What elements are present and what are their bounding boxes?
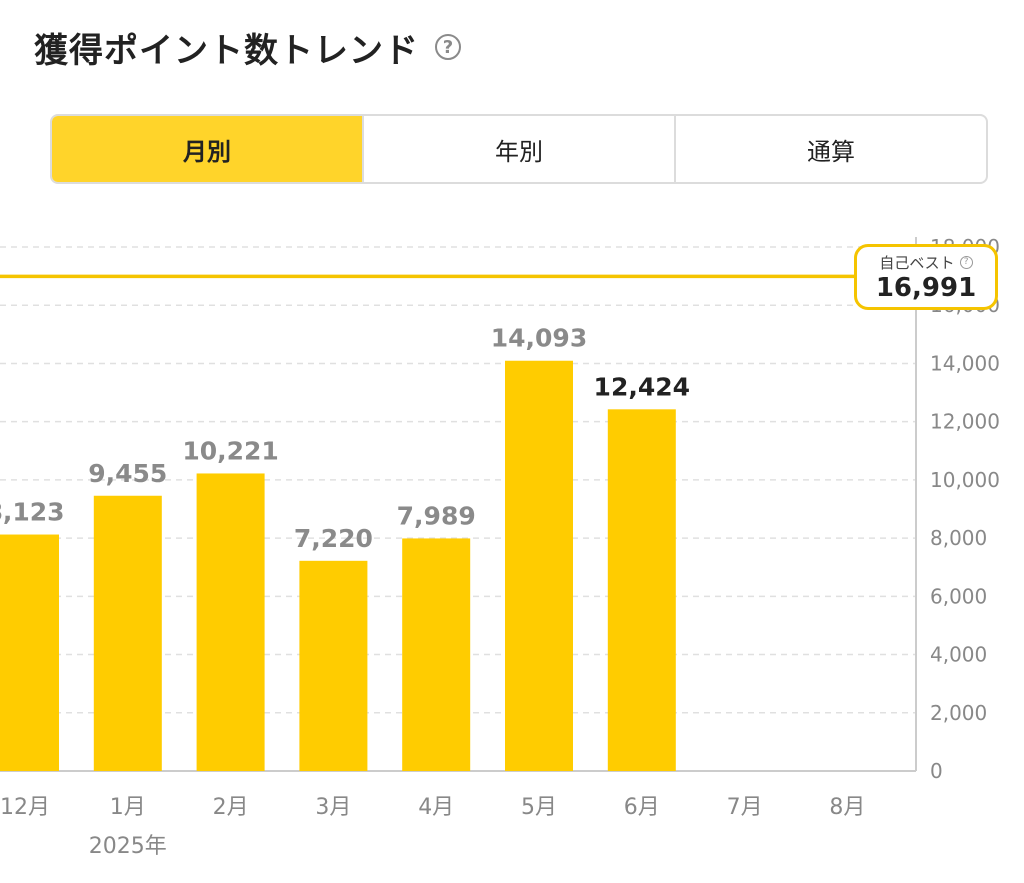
bar [93, 495, 162, 771]
bar-value-label: 7,989 [397, 501, 476, 530]
personal-best-badge: 自己ベスト ? 16,991 [854, 244, 998, 310]
bar [607, 409, 676, 771]
personal-best-value: 16,991 [875, 272, 977, 303]
y-tick-label: 0 [930, 759, 943, 783]
bar [0, 534, 59, 771]
bar [299, 560, 368, 771]
question-circle-icon[interactable]: ? [435, 34, 461, 60]
personal-best-label: 自己ベスト [879, 253, 955, 272]
tab-monthly[interactable]: 月別 [52, 116, 364, 182]
x-tick-label: 3月 [315, 795, 351, 820]
bar-value-label: 12,424 [594, 372, 690, 401]
bar-value-label: 10,221 [182, 436, 278, 465]
page-title: 獲得ポイント数トレンド [34, 30, 419, 71]
y-tick-label: 12,000 [930, 410, 1000, 434]
x-tick-label: 7月 [727, 795, 763, 820]
bar-value-label: 14,093 [491, 324, 587, 353]
bar-value-label: 8,123 [0, 498, 65, 527]
y-tick-label: 10,000 [930, 468, 1000, 492]
y-tick-label: 2,000 [930, 701, 987, 725]
x-tick-label: 5月 [521, 795, 557, 820]
year-annotation: 2025年 [89, 834, 167, 859]
tab-yearly[interactable]: 年別 [364, 116, 676, 182]
y-tick-label: 14,000 [930, 351, 1000, 375]
tab-total[interactable]: 通算 [807, 137, 855, 166]
bar [402, 538, 471, 771]
header: 獲得ポイント数トレンド ? [34, 22, 461, 72]
x-tick-label: 8月 [829, 795, 865, 820]
x-tick-label: 12月 [0, 795, 50, 820]
x-tick-label: 1月 [110, 795, 146, 820]
question-circle-icon[interactable]: ? [959, 255, 973, 269]
y-tick-label: 8,000 [930, 526, 987, 550]
x-tick-label: 4月 [418, 795, 454, 820]
x-tick-label: 6月 [624, 795, 660, 820]
y-tick-label: 6,000 [930, 584, 987, 608]
bar-value-label: 7,220 [294, 524, 373, 553]
period-tabs: 月別 年別 通算 [50, 114, 988, 184]
y-tick-label: 4,000 [930, 643, 987, 667]
bar-value-label: 9,455 [88, 459, 167, 488]
x-tick-label: 2月 [213, 795, 249, 820]
bar [505, 360, 573, 771]
bar [196, 473, 265, 771]
